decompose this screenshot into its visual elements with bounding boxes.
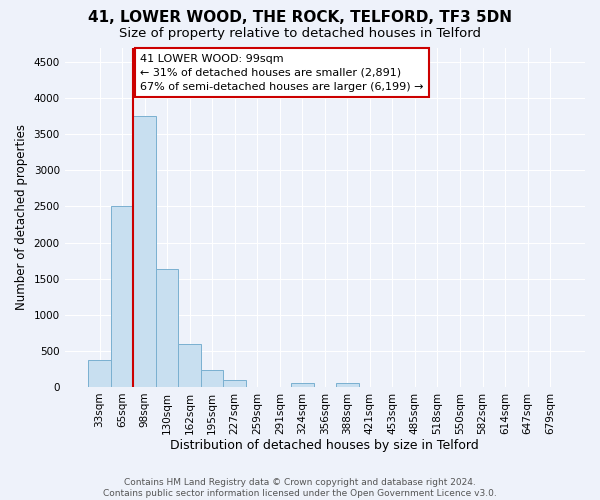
Bar: [336, 384, 359, 387]
Bar: [178, 344, 201, 387]
Bar: [133, 116, 156, 387]
Text: 41, LOWER WOOD, THE ROCK, TELFORD, TF3 5DN: 41, LOWER WOOD, THE ROCK, TELFORD, TF3 5…: [88, 10, 512, 25]
Bar: [156, 268, 178, 387]
X-axis label: Distribution of detached houses by size in Telford: Distribution of detached houses by size …: [170, 440, 479, 452]
Y-axis label: Number of detached properties: Number of detached properties: [15, 124, 28, 310]
Text: Size of property relative to detached houses in Telford: Size of property relative to detached ho…: [119, 28, 481, 40]
Text: Contains HM Land Registry data © Crown copyright and database right 2024.
Contai: Contains HM Land Registry data © Crown c…: [103, 478, 497, 498]
Bar: [291, 384, 314, 387]
Text: 41 LOWER WOOD: 99sqm
← 31% of detached houses are smaller (2,891)
67% of semi-de: 41 LOWER WOOD: 99sqm ← 31% of detached h…: [140, 54, 424, 92]
Bar: [223, 380, 246, 387]
Bar: [201, 370, 223, 387]
Bar: [111, 206, 133, 387]
Bar: [88, 360, 111, 387]
